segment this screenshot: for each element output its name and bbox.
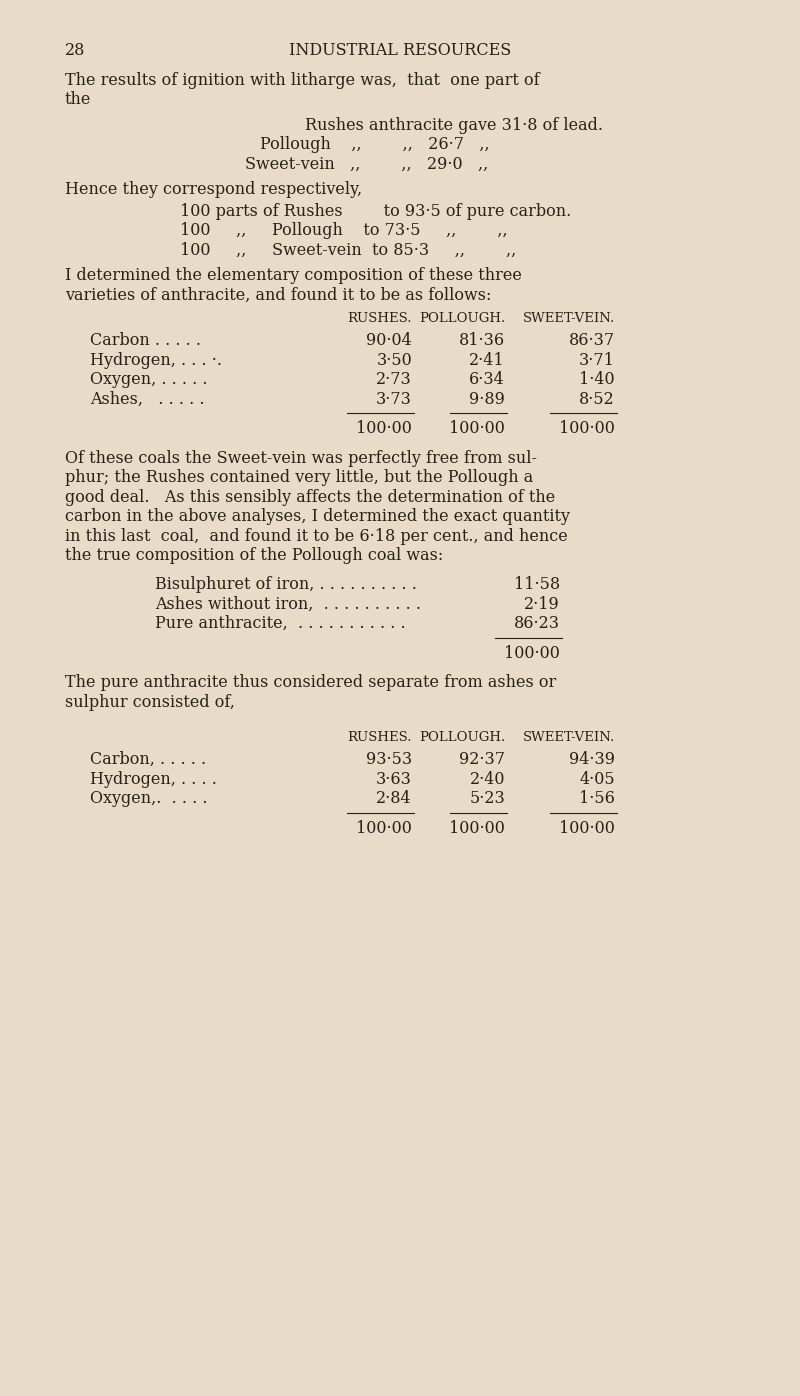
Text: 28: 28 bbox=[65, 42, 86, 59]
Text: 2·19: 2·19 bbox=[524, 596, 560, 613]
Text: Pollough    ,,        ,,   26·7   ,,: Pollough ,, ,, 26·7 ,, bbox=[260, 137, 490, 154]
Text: 3·50: 3·50 bbox=[376, 352, 412, 369]
Text: Hence they correspond respectively,: Hence they correspond respectively, bbox=[65, 181, 362, 198]
Text: Ashes without iron,  . . . . . . . . . .: Ashes without iron, . . . . . . . . . . bbox=[155, 596, 421, 613]
Text: 3·73: 3·73 bbox=[376, 391, 412, 408]
Text: Carbon, . . . . .: Carbon, . . . . . bbox=[90, 751, 206, 768]
Text: RUSHES.: RUSHES. bbox=[347, 730, 412, 744]
Text: 100·00: 100·00 bbox=[449, 819, 505, 836]
Text: 94·39: 94·39 bbox=[569, 751, 615, 768]
Text: RUSHES.: RUSHES. bbox=[347, 311, 412, 325]
Text: 100 parts of Rushes        to 93·5 of pure carbon.: 100 parts of Rushes to 93·5 of pure carb… bbox=[180, 202, 571, 219]
Text: INDUSTRIAL RESOURCES: INDUSTRIAL RESOURCES bbox=[289, 42, 511, 59]
Text: 1·40: 1·40 bbox=[579, 371, 615, 388]
Text: POLLOUGH.: POLLOUGH. bbox=[418, 730, 505, 744]
Text: 3·63: 3·63 bbox=[376, 771, 412, 787]
Text: Oxygen, . . . . .: Oxygen, . . . . . bbox=[90, 371, 207, 388]
Text: 3·71: 3·71 bbox=[579, 352, 615, 369]
Text: 100·00: 100·00 bbox=[504, 645, 560, 662]
Text: The results of ignition with litharge was,  that  one part of: The results of ignition with litharge wa… bbox=[65, 73, 540, 89]
Text: Rushes anthracite gave 31·8 of lead.: Rushes anthracite gave 31·8 of lead. bbox=[305, 117, 603, 134]
Text: 2·73: 2·73 bbox=[376, 371, 412, 388]
Text: 93·53: 93·53 bbox=[366, 751, 412, 768]
Text: 6·34: 6·34 bbox=[470, 371, 505, 388]
Text: Hydrogen, . . . ·.: Hydrogen, . . . ·. bbox=[90, 352, 222, 369]
Text: Pure anthracite,  . . . . . . . . . . .: Pure anthracite, . . . . . . . . . . . bbox=[155, 616, 406, 632]
Text: 2·84: 2·84 bbox=[376, 790, 412, 807]
Text: the: the bbox=[65, 92, 91, 109]
Text: 81·36: 81·36 bbox=[459, 332, 505, 349]
Text: 100·00: 100·00 bbox=[356, 819, 412, 836]
Text: 2·40: 2·40 bbox=[470, 771, 505, 787]
Text: 11·58: 11·58 bbox=[514, 577, 560, 593]
Text: 90·04: 90·04 bbox=[366, 332, 412, 349]
Text: 8·52: 8·52 bbox=[579, 391, 615, 408]
Text: SWEET-VEIN.: SWEET-VEIN. bbox=[522, 311, 615, 325]
Text: Of these coals the Sweet-vein was perfectly free from sul-: Of these coals the Sweet-vein was perfec… bbox=[65, 450, 537, 466]
Text: Bisulphuret of iron, . . . . . . . . . .: Bisulphuret of iron, . . . . . . . . . . bbox=[155, 577, 417, 593]
Text: 2·41: 2·41 bbox=[470, 352, 505, 369]
Text: the true composition of the Pollough coal was:: the true composition of the Pollough coa… bbox=[65, 547, 443, 564]
Text: Ashes,   . . . . .: Ashes, . . . . . bbox=[90, 391, 205, 408]
Text: 100·00: 100·00 bbox=[559, 420, 615, 437]
Text: POLLOUGH.: POLLOUGH. bbox=[418, 311, 505, 325]
Text: Sweet-vein   ,,        ,,   29·0   ,,: Sweet-vein ,, ,, 29·0 ,, bbox=[245, 156, 488, 173]
Text: good deal.   As this sensibly affects the determination of the: good deal. As this sensibly affects the … bbox=[65, 489, 555, 505]
Text: 100     ,,     Sweet-vein  to 85·3     ,,        ,,: 100 ,, Sweet-vein to 85·3 ,, ,, bbox=[180, 242, 516, 258]
Text: 86·37: 86·37 bbox=[569, 332, 615, 349]
Text: 4·05: 4·05 bbox=[579, 771, 615, 787]
Text: I determined the elementary composition of these three: I determined the elementary composition … bbox=[65, 267, 522, 283]
Text: carbon in the above analyses, I determined the exact quantity: carbon in the above analyses, I determin… bbox=[65, 508, 570, 525]
Text: 86·23: 86·23 bbox=[514, 616, 560, 632]
Text: Hydrogen, . . . .: Hydrogen, . . . . bbox=[90, 771, 217, 787]
Text: The pure anthracite thus considered separate from ashes or: The pure anthracite thus considered sepa… bbox=[65, 674, 556, 691]
Text: Carbon . . . . .: Carbon . . . . . bbox=[90, 332, 201, 349]
Text: Oxygen,.  . . . .: Oxygen,. . . . . bbox=[90, 790, 207, 807]
Text: 9·89: 9·89 bbox=[469, 391, 505, 408]
Text: in this last  coal,  and found it to be 6·18 per cent., and hence: in this last coal, and found it to be 6·… bbox=[65, 528, 568, 544]
Text: 100·00: 100·00 bbox=[559, 819, 615, 836]
Text: sulphur consisted of,: sulphur consisted of, bbox=[65, 694, 235, 711]
Text: SWEET-VEIN.: SWEET-VEIN. bbox=[522, 730, 615, 744]
Text: 92·37: 92·37 bbox=[459, 751, 505, 768]
Text: 1·56: 1·56 bbox=[579, 790, 615, 807]
Text: phur; the Rushes contained very little, but the Pollough a: phur; the Rushes contained very little, … bbox=[65, 469, 534, 486]
Text: 100·00: 100·00 bbox=[356, 420, 412, 437]
Text: 100     ,,     Pollough    to 73·5     ,,        ,,: 100 ,, Pollough to 73·5 ,, ,, bbox=[180, 222, 508, 239]
Text: 5·23: 5·23 bbox=[470, 790, 505, 807]
Text: 100·00: 100·00 bbox=[449, 420, 505, 437]
Text: varieties of anthracite, and found it to be as follows:: varieties of anthracite, and found it to… bbox=[65, 286, 491, 303]
